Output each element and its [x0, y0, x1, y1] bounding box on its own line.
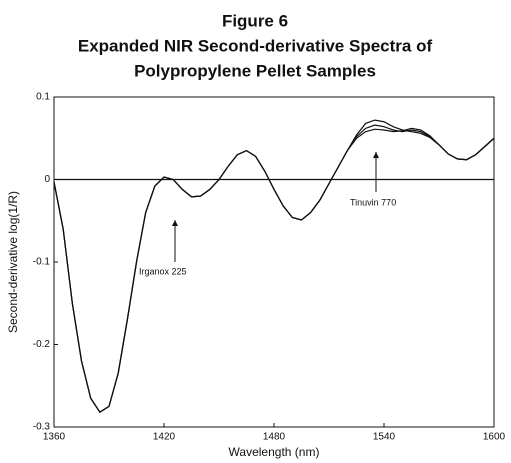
x-tick-label: 1540: [373, 432, 396, 443]
x-axis-label: Wavelength (nm): [229, 445, 320, 459]
spectrum-line: [53, 124, 495, 413]
y-tick-label: 0: [44, 174, 50, 185]
annotation: Tinuvin 770: [350, 197, 396, 207]
x-tick-label: 1360: [43, 432, 66, 443]
y-tick-label: -0.1: [33, 257, 51, 268]
y-tick-label: -0.3: [33, 422, 51, 433]
y-tick-label: 0.1: [36, 92, 50, 103]
annotation-arrow-head: [373, 152, 379, 158]
annotation-arrow-head: [172, 220, 178, 226]
x-tick-label: 1480: [263, 432, 286, 443]
chart-title: Figure 6: [222, 11, 288, 30]
y-axis-label: Second-derivative log(1/R): [6, 191, 20, 333]
chart-subtitle: Expanded NIR Second-derivative Spectra o…: [78, 36, 433, 55]
y-tick-label: -0.2: [33, 339, 51, 350]
plot-frame: [53, 96, 495, 428]
x-tick-label: 1600: [483, 432, 506, 443]
spectrum-line: [53, 127, 495, 413]
chart-subtitle: Polypropylene Pellet Samples: [134, 61, 376, 80]
spectrum-line: [53, 119, 495, 413]
x-tick-label: 1420: [153, 432, 176, 443]
annotation: Irganox 225: [139, 266, 187, 276]
